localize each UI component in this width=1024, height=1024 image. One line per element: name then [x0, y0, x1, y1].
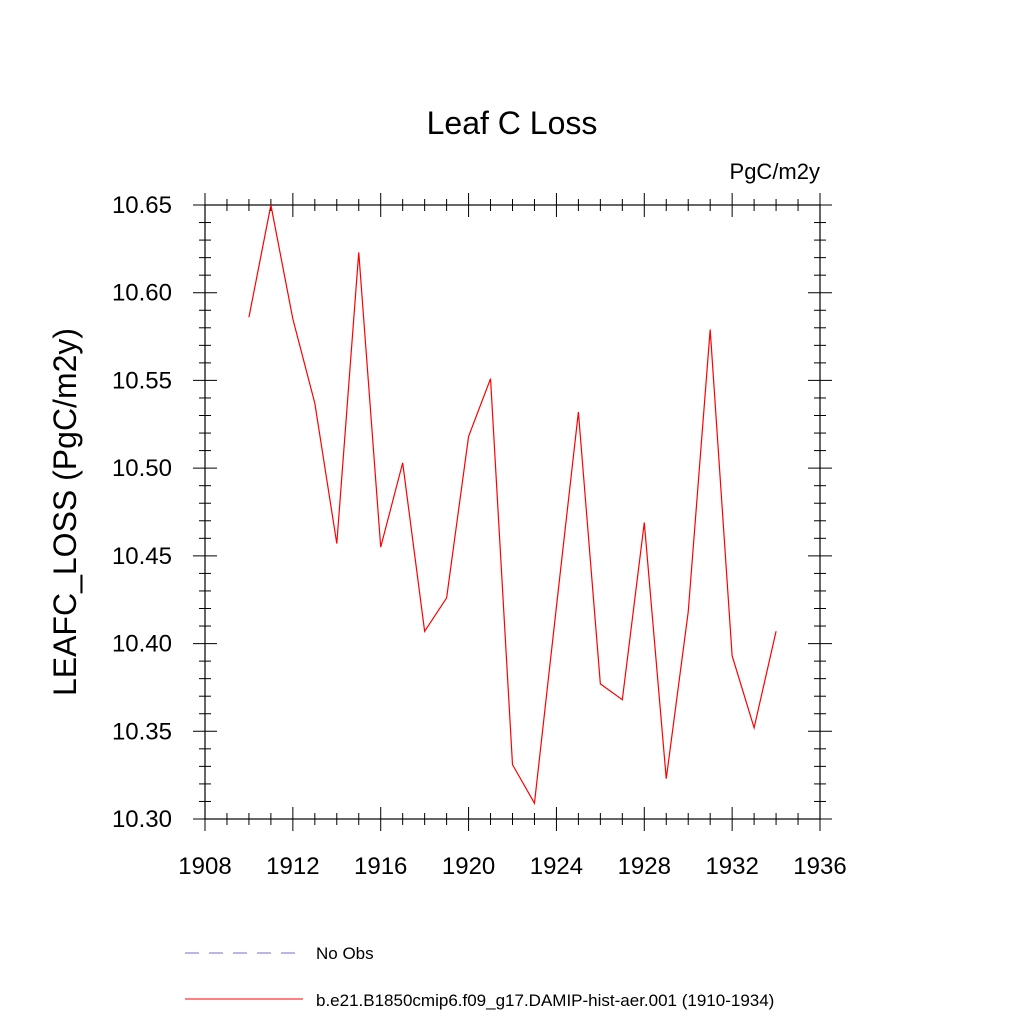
- chart-title: Leaf C Loss: [427, 105, 598, 141]
- y-tick-label: 10.55: [112, 367, 172, 394]
- y-tick-label: 10.30: [112, 806, 172, 833]
- y-tick-labels: 10.30 10.35 10.40 10.45 10.50 10.55 10.60 10.65: [112, 192, 172, 833]
- y-tick-label: 10.35: [112, 718, 172, 745]
- series-lines: [248, 204, 777, 806]
- y-axis-label: LEAFC_LOSS (PgC/m2y): [47, 328, 83, 696]
- x-tick-label: 1908: [178, 853, 231, 880]
- minor-ticks: [199, 199, 826, 825]
- series-line-1: [248, 204, 777, 806]
- x-tick-label: 1916: [354, 853, 407, 880]
- y-tick-label: 10.45: [112, 543, 172, 570]
- plot-frame: [204, 204, 821, 820]
- legend: No Obs b.e21.B1850cmip6.f09_g17.DAMIP-hi…: [185, 944, 774, 1010]
- y-tick-label: 10.65: [112, 192, 172, 219]
- x-tick-label: 1924: [530, 853, 583, 880]
- legend-label-model: b.e21.B1850cmip6.f09_g17.DAMIP-hist-aer.…: [316, 991, 774, 1010]
- x-tick-label: 1932: [705, 853, 758, 880]
- x-tick-labels: 1908 1912 1916 1920 1924 1928 1932 1936: [178, 853, 846, 880]
- x-tick-label: 1920: [442, 853, 495, 880]
- x-tick-label: 1912: [266, 853, 319, 880]
- units-label: PgC/m2y: [730, 159, 820, 184]
- x-tick-label: 1928: [618, 853, 671, 880]
- y-tick-label: 10.60: [112, 280, 172, 307]
- x-tick-label: 1936: [793, 853, 846, 880]
- y-tick-label: 10.40: [112, 631, 172, 658]
- legend-label-no-obs: No Obs: [316, 944, 374, 963]
- y-tick-label: 10.50: [112, 455, 172, 482]
- major-ticks: [193, 193, 832, 831]
